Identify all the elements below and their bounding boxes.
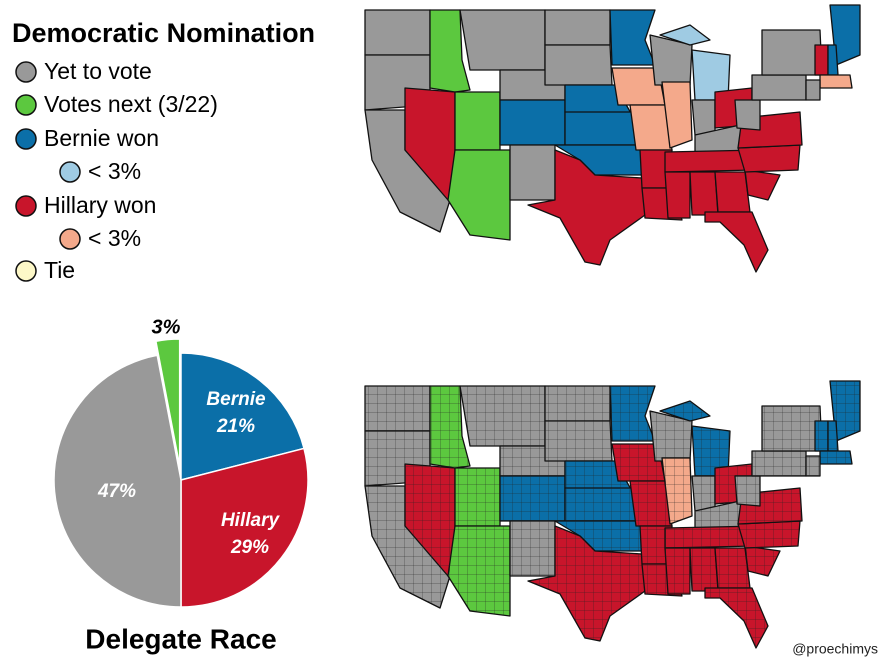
county-lines [705,588,768,648]
county-lines [430,386,470,468]
state [364,9,431,56]
county-lines [565,488,636,521]
value-label: 3% [152,316,181,338]
county-lines [528,526,645,641]
pie-chart: Bernie 21% Hillary 29% 47% 3% [53,316,309,608]
state [659,24,711,46]
chart-title: Delegate Race [85,623,276,654]
state [554,144,643,176]
county-lines [545,421,612,461]
state [509,144,556,201]
county-lines [630,481,672,526]
county-lines [640,526,672,564]
county-lines [460,386,545,446]
state [447,149,511,241]
legend-label: < 3% [88,225,141,251]
state [527,149,646,266]
county-lines [692,476,715,511]
county-lines [690,548,718,591]
county-lines [820,451,852,464]
state [827,44,839,76]
state [805,79,821,101]
county-lines [565,461,632,491]
state [734,99,761,131]
county-lines [660,401,710,421]
state [661,81,693,149]
county-lines [815,421,828,451]
county-lines [545,386,610,421]
legend-title: Democratic Nomination [12,18,315,48]
county-lines [662,458,692,524]
legend-swatch [15,195,37,217]
state-map [364,4,861,273]
county-lines [365,486,450,608]
state [819,74,853,89]
county-lines [405,464,455,576]
county-lines [752,451,806,476]
state [689,171,719,216]
county-lines [735,476,760,506]
legend-label: Yet to vote [44,58,152,84]
county-lines [828,421,838,451]
state [609,9,656,66]
state [544,44,613,86]
pie-slice [53,354,182,608]
county-lines [665,548,690,594]
legend-swatch [59,228,81,250]
legend-label: Hillary won [44,192,156,218]
value-label: 29% [230,537,269,558]
county-map [364,380,861,649]
county-lines [612,444,665,481]
county-lines [745,546,780,576]
state [564,111,637,146]
legend: Yet to vote Votes next (3/22) Bernie won < … [15,58,218,283]
pie-slice [155,338,181,467]
county-lines [650,411,692,461]
state [704,211,769,273]
county-lines [448,526,510,616]
legend-label: Votes next (3/22) [44,91,218,117]
county-lines [692,426,730,476]
state [459,9,546,71]
county-lines [762,406,822,451]
state [499,99,566,146]
state [814,44,829,76]
value-label: 47% [97,481,136,502]
state [544,9,611,46]
legend-label: Bernie won [44,125,159,151]
slice-label: Hillary [221,510,281,531]
legend-label: Tie [44,257,75,283]
county-lines [500,476,565,521]
slice-label: Bernie [206,389,266,410]
pie-slice [180,352,305,481]
state [761,29,823,76]
county-lines [455,468,500,526]
legend-label: < 3% [88,158,141,184]
county-lines [738,521,800,548]
state [737,144,801,173]
county-lines [365,386,430,431]
legend-swatch [59,161,81,183]
legend-swatch [15,61,37,83]
county-lines [555,521,642,551]
county-lines [610,386,655,441]
legend-swatch [15,94,37,116]
state [751,74,807,101]
state [664,171,691,219]
credit: @proechimys [792,641,878,657]
county-lines [510,521,555,576]
county-lines [665,526,760,548]
state [691,99,716,136]
county-lines [830,381,860,441]
county-lines [715,548,750,588]
pie-slice [180,447,309,608]
county-lines [806,456,820,476]
value-label: 21% [216,416,255,437]
state [714,171,751,213]
legend-swatch [15,128,37,150]
legend-swatch [15,260,37,282]
state [744,169,781,201]
state [454,91,501,151]
